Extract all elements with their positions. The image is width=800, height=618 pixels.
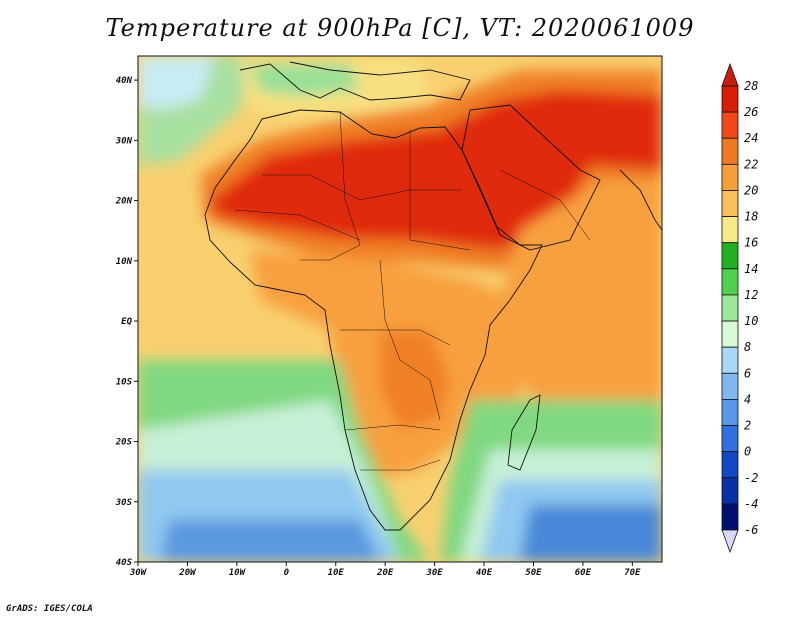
longitude-axis: 30W 20W 10W 0 10E 20E 30E 40E 50E 60E 70E — [129, 562, 641, 578]
colorbar-label: 20 — [744, 183, 758, 197]
colorbar-label: 22 — [744, 157, 758, 171]
lat-tick-label: 20S — [115, 438, 133, 448]
europe-coastline — [239, 61, 471, 101]
colorbar-label: 14 — [744, 262, 758, 276]
coastlines — [204, 61, 662, 531]
colorbar-label: 6 — [744, 366, 751, 380]
map-frame — [137, 55, 663, 563]
colorbar-label: -6 — [744, 523, 758, 537]
colorbar-swatch — [721, 372, 739, 400]
lon-tick-label: 10E — [328, 568, 345, 578]
colorbar-swatch — [721, 85, 739, 113]
latitude-axis: 40N 30N 20N 10N EQ 10S 20S 30S 40S — [115, 76, 138, 568]
lat-tick-label: 30S — [115, 498, 133, 508]
colorbar-swatch — [721, 294, 739, 322]
colorbar-label: 4 — [744, 392, 751, 406]
colorbar-swatch — [721, 346, 739, 374]
colorbar-swatch — [721, 425, 739, 453]
colorbar-swatch — [721, 268, 739, 296]
colorbar-swatch — [721, 320, 739, 348]
lon-tick-label: 30W — [129, 568, 148, 578]
lat-tick-label: EQ — [121, 317, 132, 327]
africa-coastline — [204, 109, 543, 531]
colorbar-label: -4 — [744, 497, 758, 511]
lat-tick-label: 40S — [116, 558, 133, 568]
lat-tick-label: 30N — [115, 136, 133, 146]
colorbar-swatch — [721, 399, 739, 426]
colorbar-label: 12 — [744, 288, 758, 302]
colorbar-label: 16 — [744, 236, 758, 250]
lon-tick-label: 40E — [476, 568, 493, 578]
map-title: Temperature at 900hPa [C], VT: 202006100… — [105, 14, 695, 42]
lon-tick-label: 20W — [178, 568, 197, 578]
colorbar-label: 8 — [744, 340, 751, 354]
arabia-coastline — [461, 104, 601, 251]
colorbar-swatch — [721, 190, 739, 217]
colorbar-swatch — [721, 477, 739, 505]
lat-tick-label: 10N — [116, 257, 133, 267]
colorbar-label: 2 — [744, 419, 751, 433]
country-borders — [234, 111, 591, 471]
colorbar-label: 28 — [744, 79, 758, 93]
colorbar-swatch — [721, 216, 739, 244]
lon-tick-label: 20E — [376, 568, 394, 578]
colorbar-label: 18 — [744, 210, 758, 224]
lat-tick-label: 10S — [116, 377, 133, 387]
madagascar-coastline — [507, 394, 541, 471]
colorbar-label: 10 — [744, 314, 758, 328]
lon-tick-label: 10W — [229, 568, 247, 578]
temperature-field — [138, 56, 662, 562]
colorbar-label: 0 — [744, 445, 751, 459]
colorbar-swatch — [721, 137, 739, 165]
colorbar-swatch — [721, 451, 739, 479]
colorbar-label: -2 — [744, 471, 758, 485]
colorbar-swatch — [721, 503, 739, 531]
colorbar-arrow-top — [721, 62, 739, 87]
colorbar-arrow-bottom — [721, 529, 739, 554]
colorbar-swatch — [721, 111, 739, 139]
lon-tick-label: 30E — [425, 568, 443, 578]
grads-credit: GrADS: IGES/COLA — [6, 604, 93, 614]
lon-tick-label: 0 — [284, 568, 290, 578]
colorbar-swatch — [721, 242, 739, 270]
lon-tick-label: 50E — [525, 568, 542, 578]
lat-tick-label: 20N — [115, 197, 133, 207]
colorbar-swatch — [721, 163, 739, 191]
india-coastline — [619, 169, 662, 231]
lon-tick-label: 60E — [575, 568, 592, 578]
lon-tick-label: 70E — [624, 568, 641, 578]
lat-tick-label: 40N — [116, 76, 133, 86]
colorbar-label: 24 — [744, 131, 758, 145]
colorbar-label: 26 — [744, 105, 758, 119]
